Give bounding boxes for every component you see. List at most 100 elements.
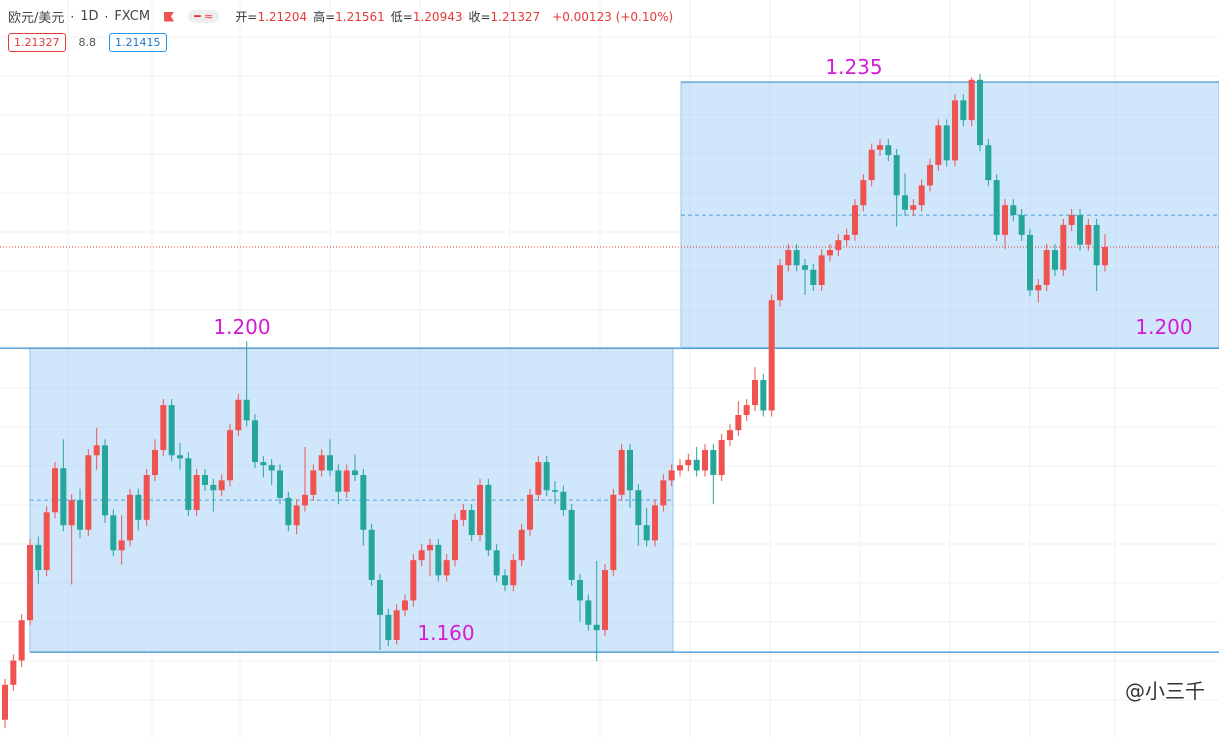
candle-body	[668, 470, 675, 481]
candle-body	[1077, 215, 1083, 245]
candle-body	[1018, 215, 1025, 235]
candle-body	[527, 494, 533, 530]
candle-body	[677, 465, 683, 471]
header: 欧元/美元 · 1D · FXCM ━ ≈ 开=1.21204 高=1.21561…	[8, 7, 673, 26]
candle-body	[727, 430, 733, 441]
candle-body	[827, 250, 833, 256]
candle-body	[935, 125, 942, 165]
candle-body	[585, 600, 592, 625]
candle-body	[852, 205, 858, 235]
candle-body	[752, 380, 758, 406]
candle-body	[960, 100, 967, 121]
candle-body	[1102, 247, 1108, 266]
level-label: 1.160	[417, 621, 474, 645]
candle-body	[227, 430, 233, 481]
candle-body	[760, 380, 767, 411]
candle-body	[27, 544, 33, 621]
candle-body	[502, 575, 508, 586]
ohlc-value: 1.20943	[412, 10, 463, 24]
candle-body	[68, 500, 75, 526]
candle-body	[868, 149, 875, 181]
candle-body	[802, 265, 808, 270]
candle-body	[135, 494, 142, 520]
badge: 8.8	[78, 36, 97, 49]
candle-body	[652, 505, 658, 541]
candle-body	[610, 494, 617, 571]
candle-body	[993, 180, 1000, 235]
candle-body	[468, 509, 475, 536]
candle-body	[427, 544, 433, 551]
candle-body	[477, 484, 483, 536]
badge: 1.21327	[8, 33, 66, 52]
candle-body	[1035, 285, 1042, 291]
candle-body	[310, 470, 317, 495]
candle-body	[1093, 224, 1100, 266]
source: FXCM	[114, 9, 151, 24]
candle-body	[660, 480, 667, 506]
candle-body	[285, 497, 292, 526]
candle-body	[343, 470, 350, 492]
candle-body	[268, 465, 275, 471]
ohlc-label: 收=	[468, 10, 491, 24]
candle-body	[785, 250, 792, 266]
candle-body	[35, 544, 42, 571]
candle-body	[943, 125, 950, 161]
candle-body	[368, 529, 375, 580]
candle-body	[85, 455, 92, 530]
symbol: 欧元/美元	[8, 11, 65, 26]
candle-body	[1060, 224, 1067, 270]
ohlc-label: 开=	[235, 10, 258, 24]
candle-body	[902, 195, 908, 210]
candle-body	[168, 405, 175, 456]
candle-body	[543, 462, 550, 491]
separator: ·	[70, 9, 75, 24]
ohlc-value: 1.21204	[257, 10, 308, 24]
candle-body	[1002, 205, 1008, 235]
candle-body	[18, 620, 25, 661]
candle-body	[685, 459, 692, 466]
candle-body	[552, 490, 558, 492]
candle-body	[710, 449, 717, 476]
ohlc-label: 高=	[313, 10, 336, 24]
level-label: 1.235	[825, 55, 882, 79]
candle-body	[193, 475, 200, 510]
candle-body	[1043, 250, 1050, 286]
level-label: 1.200	[213, 315, 270, 339]
candle-body	[202, 475, 208, 485]
flag-icon[interactable]	[164, 11, 175, 22]
candle-body	[535, 462, 542, 495]
candle-body	[443, 560, 450, 576]
candle-body	[618, 449, 625, 495]
candle-body	[743, 405, 750, 415]
candle-body	[1085, 224, 1092, 245]
candle-body	[518, 529, 525, 561]
candle-body	[243, 399, 250, 421]
candle-body	[793, 250, 800, 266]
candle-body	[885, 145, 892, 156]
candle-body	[377, 579, 383, 615]
candle-body	[977, 79, 983, 146]
candle-body	[893, 155, 900, 196]
candle-body	[927, 164, 933, 186]
candle-body	[185, 458, 192, 510]
candle-body	[1052, 250, 1058, 270]
level-label: 1.200	[1135, 315, 1192, 339]
candle-body	[460, 509, 467, 520]
candle-body	[510, 560, 517, 586]
candle-body	[735, 414, 742, 431]
candle-body	[210, 484, 217, 491]
candle-body	[918, 185, 925, 206]
badge: 1.21415	[109, 33, 167, 52]
candle-body	[177, 455, 183, 459]
candle-body	[102, 445, 108, 516]
candle-body	[360, 475, 367, 530]
candle-body	[235, 399, 242, 431]
candle-body	[818, 255, 825, 286]
candle-body	[302, 494, 308, 506]
candle-body	[293, 505, 300, 526]
toggle-pill[interactable]: ━ ≈	[188, 10, 220, 23]
candle-body	[10, 660, 17, 685]
candle-body	[2, 684, 8, 720]
candle-body	[385, 614, 392, 640]
